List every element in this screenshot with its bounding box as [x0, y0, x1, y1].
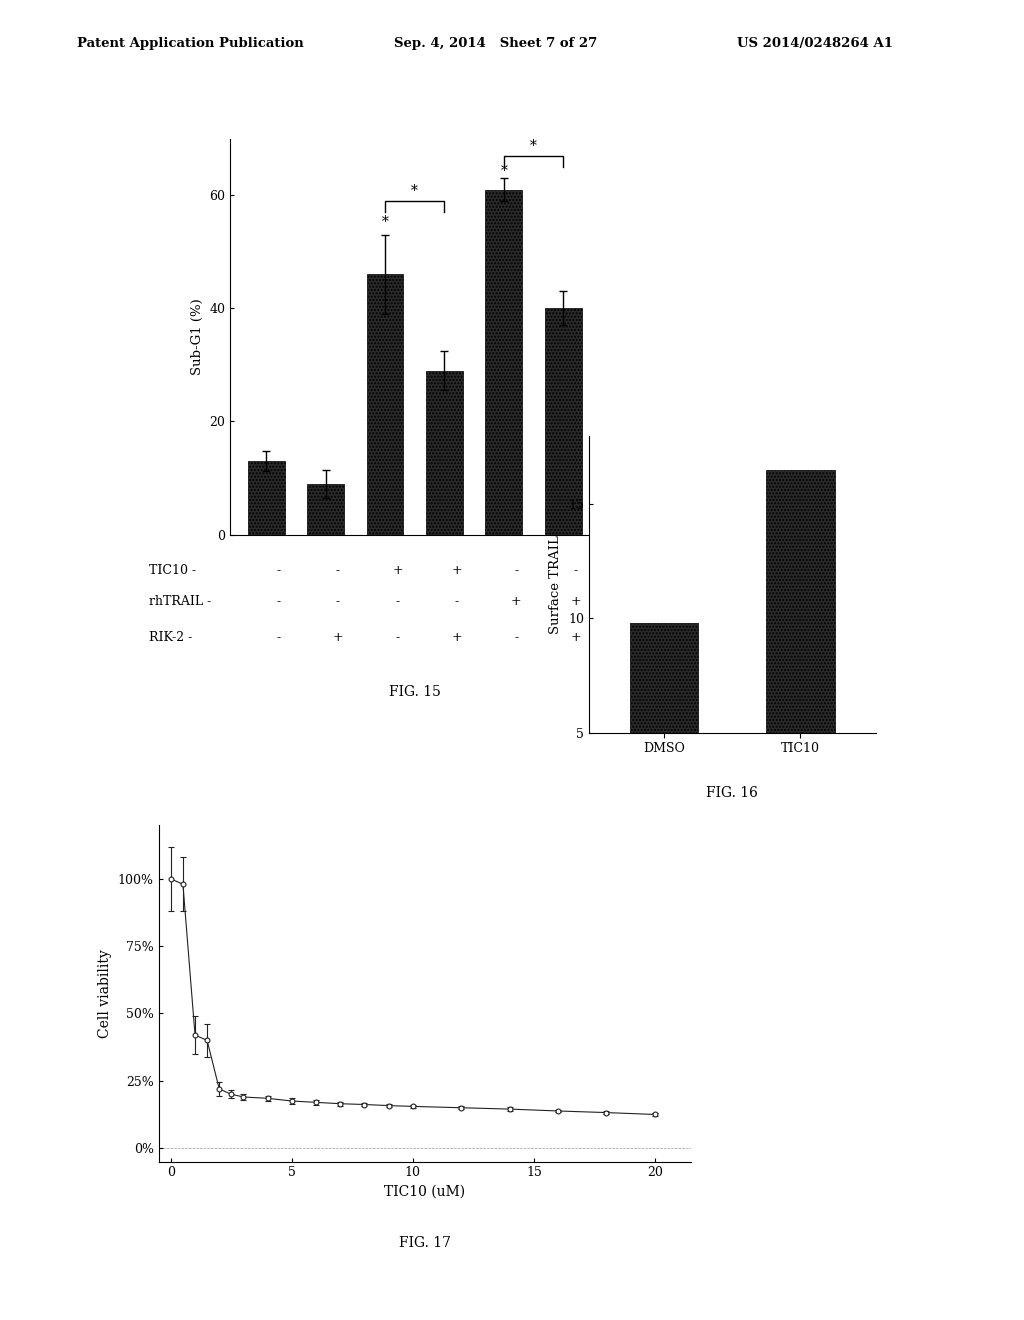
Text: -: -: [455, 595, 459, 609]
Y-axis label: Cell viability: Cell viability: [98, 949, 113, 1038]
Text: US 2014/0248264 A1: US 2014/0248264 A1: [737, 37, 893, 50]
Text: FIG. 16: FIG. 16: [707, 787, 758, 800]
Text: FIG. 17: FIG. 17: [399, 1236, 451, 1250]
Text: -: -: [276, 631, 281, 644]
Text: -: -: [336, 564, 340, 577]
Text: TIC10 -: TIC10 -: [150, 564, 197, 577]
Text: +: +: [452, 631, 462, 644]
Text: *: *: [530, 139, 537, 153]
Text: +: +: [333, 631, 343, 644]
Text: +: +: [511, 595, 521, 609]
Bar: [367, 275, 403, 535]
Text: -: -: [514, 631, 518, 644]
Text: +: +: [392, 564, 402, 577]
Text: -: -: [573, 564, 578, 577]
Text: -: -: [276, 564, 281, 577]
Y-axis label: Surface TRAIL: Surface TRAIL: [550, 535, 562, 634]
Text: *: *: [382, 215, 388, 230]
Text: rhTRAIL -: rhTRAIL -: [150, 595, 212, 609]
Y-axis label: Sub-G1 (%): Sub-G1 (%): [191, 298, 204, 375]
Text: -: -: [514, 564, 518, 577]
Text: +: +: [570, 631, 582, 644]
Bar: [766, 470, 835, 847]
Text: -: -: [395, 595, 399, 609]
Text: -: -: [276, 595, 281, 609]
Bar: [630, 623, 698, 847]
Text: FIG. 15: FIG. 15: [389, 685, 440, 700]
Text: *: *: [412, 183, 418, 198]
Text: -: -: [395, 631, 399, 644]
Text: +: +: [570, 595, 582, 609]
Text: +: +: [452, 564, 462, 577]
Text: -: -: [336, 595, 340, 609]
Text: Sep. 4, 2014   Sheet 7 of 27: Sep. 4, 2014 Sheet 7 of 27: [394, 37, 597, 50]
Bar: [426, 371, 463, 535]
Text: RIK-2 -: RIK-2 -: [150, 631, 193, 644]
X-axis label: TIC10 (uM): TIC10 (uM): [384, 1185, 466, 1199]
Text: Patent Application Publication: Patent Application Publication: [77, 37, 303, 50]
Bar: [485, 190, 522, 535]
Bar: [248, 461, 285, 535]
Bar: [545, 309, 582, 535]
Text: *: *: [501, 164, 507, 178]
Bar: [307, 483, 344, 535]
